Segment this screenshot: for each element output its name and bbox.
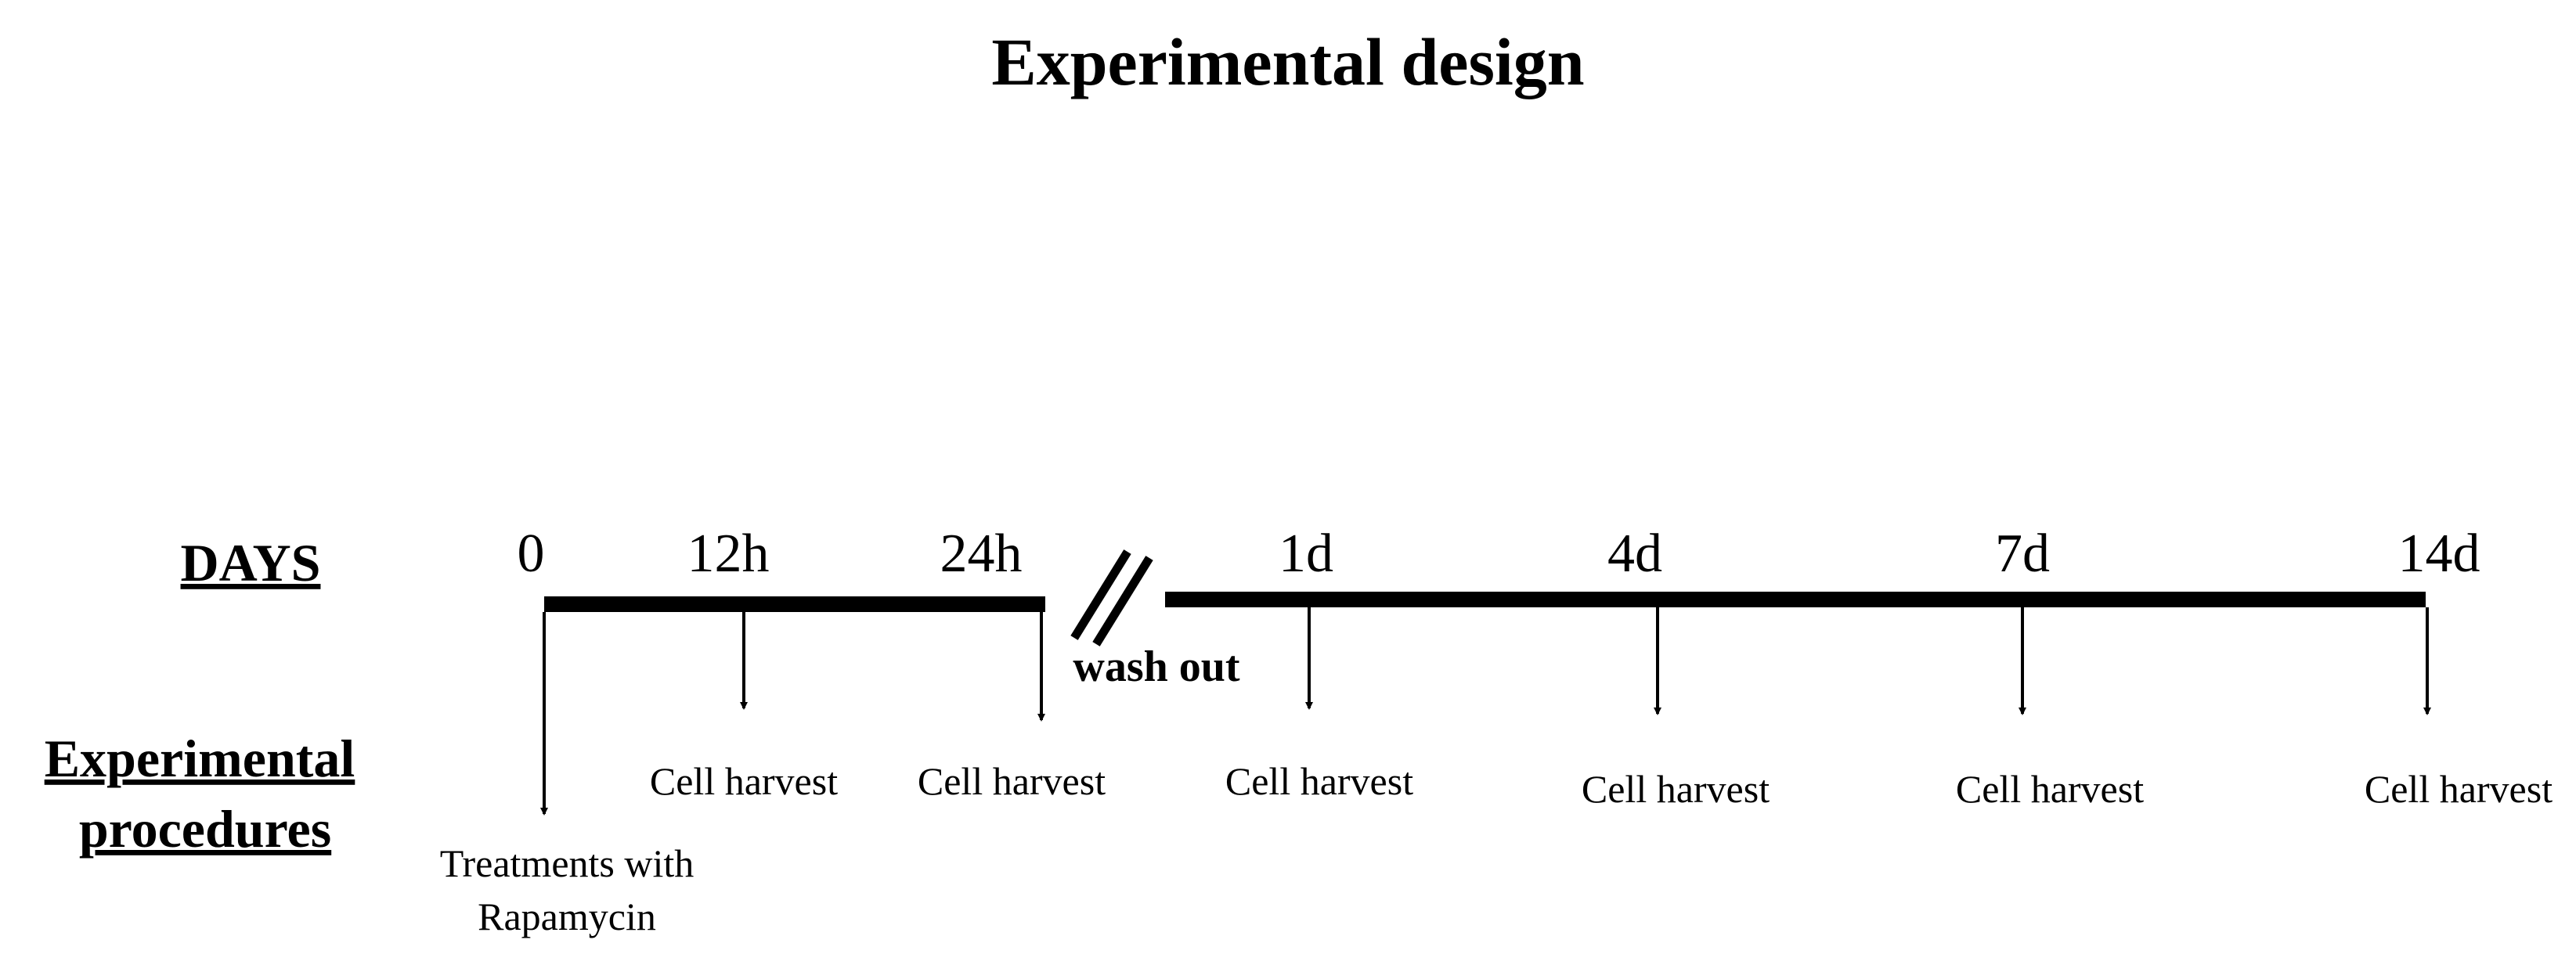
harvest-label-24h: Cell harvest xyxy=(918,759,1106,803)
treatment-label-line2: Rapamycin xyxy=(478,895,656,938)
procedures-label-line1: Experimental xyxy=(45,729,355,788)
timepoint-12h: 12h xyxy=(687,524,770,584)
days-label: DAYS xyxy=(181,533,321,592)
timepoint-14d: 14d xyxy=(2398,524,2480,584)
harvest-label-1d: Cell harvest xyxy=(1225,759,1413,803)
break-mark-1 xyxy=(1070,549,1131,640)
diagram-title: Experimental design xyxy=(991,24,1584,99)
break-mark-2 xyxy=(1092,556,1153,646)
washout-label: wash out xyxy=(1073,643,1240,691)
harvest-label-14d: Cell harvest xyxy=(2365,767,2553,811)
harvest-label-7d: Cell harvest xyxy=(1956,767,2144,811)
timeline-bar-washout xyxy=(1165,592,2426,607)
timepoint-7d: 7d xyxy=(1995,524,2050,584)
timepoint-0: 0 xyxy=(518,524,545,584)
timepoint-4d: 4d xyxy=(1607,524,1662,584)
timepoint-24h: 24h xyxy=(940,524,1023,584)
harvest-label-12h: Cell harvest xyxy=(650,759,838,803)
treatment-label-line1: Treatments with xyxy=(440,841,695,885)
harvest-label-4d: Cell harvest xyxy=(1582,767,1770,811)
procedures-label-line2: procedures xyxy=(79,799,331,859)
timepoint-1d: 1d xyxy=(1279,524,1333,584)
timeline-bar-treatment xyxy=(544,596,1045,612)
